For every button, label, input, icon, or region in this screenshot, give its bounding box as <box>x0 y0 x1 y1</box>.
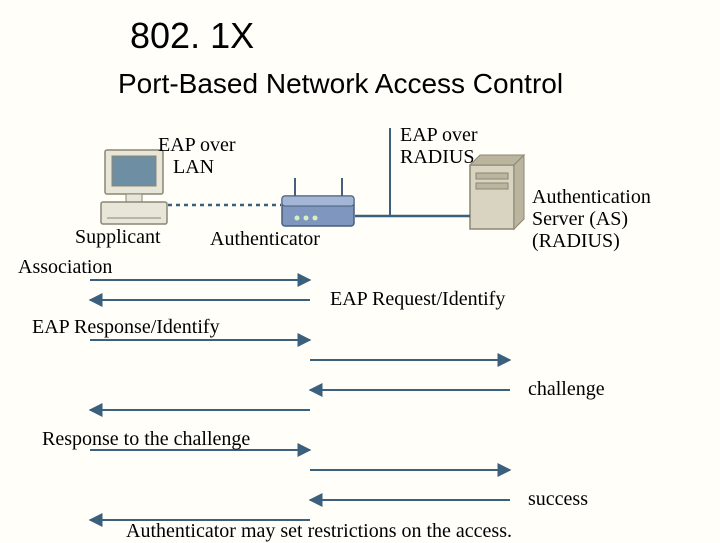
authenticator-icon <box>282 178 354 226</box>
label-challenge: challenge <box>528 378 605 401</box>
label-eap-radius: EAP over RADIUS <box>400 124 478 168</box>
label-authenticator: Authenticator <box>210 228 320 251</box>
label-response-identify: EAP Response/Identify <box>32 316 220 339</box>
server-icon <box>470 155 524 229</box>
label-response-challenge: Response to the challenge <box>42 428 250 451</box>
label-supplicant: Supplicant <box>75 226 161 249</box>
label-association: Association <box>18 256 112 279</box>
label-success: success <box>528 488 588 511</box>
label-request-identify: EAP Request/Identify <box>330 288 505 311</box>
label-eap-lan: EAP over LAN <box>158 134 236 178</box>
label-as: Authentication Server (AS) (RADIUS) <box>532 186 651 252</box>
